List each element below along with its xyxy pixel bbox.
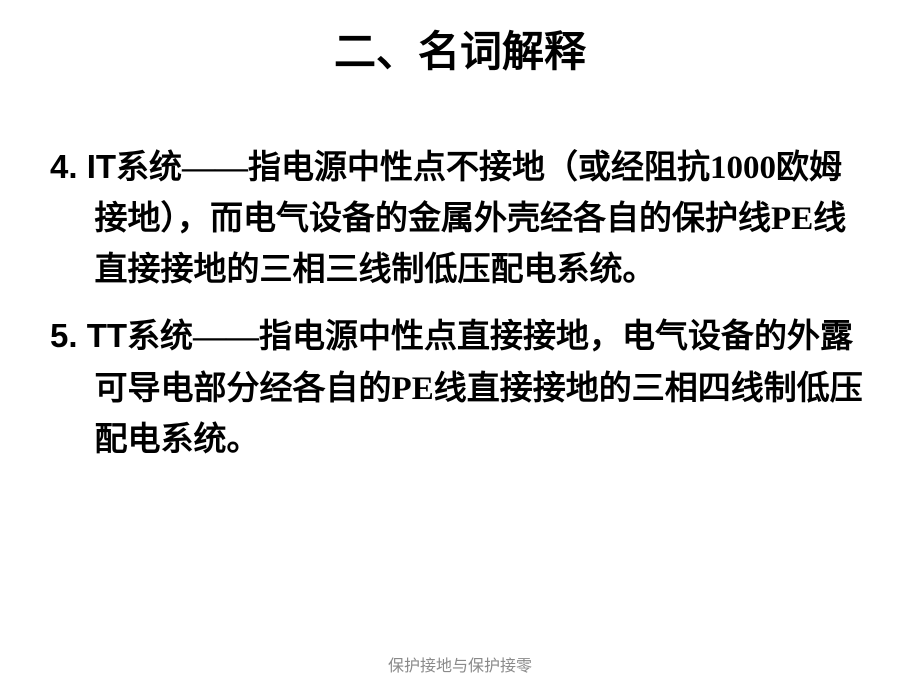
- item-lead: 4. IT: [50, 148, 116, 185]
- item-body: 系统——指电源中性点直接接地，电气设备的外露可导电部分经各自的PE线直接接地的三…: [95, 319, 863, 457]
- definition-item-4: 4. IT系统——指电源中性点不接地（或经阻抗1000欧姆接地），而电气设备的金…: [50, 141, 870, 296]
- footer-text: 保护接地与保护接零: [0, 652, 920, 676]
- item-body: 系统——指电源中性点不接地（或经阻抗1000欧姆接地），而电气设备的金属外壳经各…: [95, 150, 847, 288]
- page-title: 二、名词解释: [50, 18, 870, 79]
- definition-item-5: 5. TT系统——指电源中性点直接接地，电气设备的外露可导电部分经各自的PE线直…: [50, 310, 870, 465]
- item-lead: 5. TT: [50, 317, 127, 354]
- slide: 二、名词解释 4. IT系统——指电源中性点不接地（或经阻抗1000欧姆接地），…: [0, 0, 920, 690]
